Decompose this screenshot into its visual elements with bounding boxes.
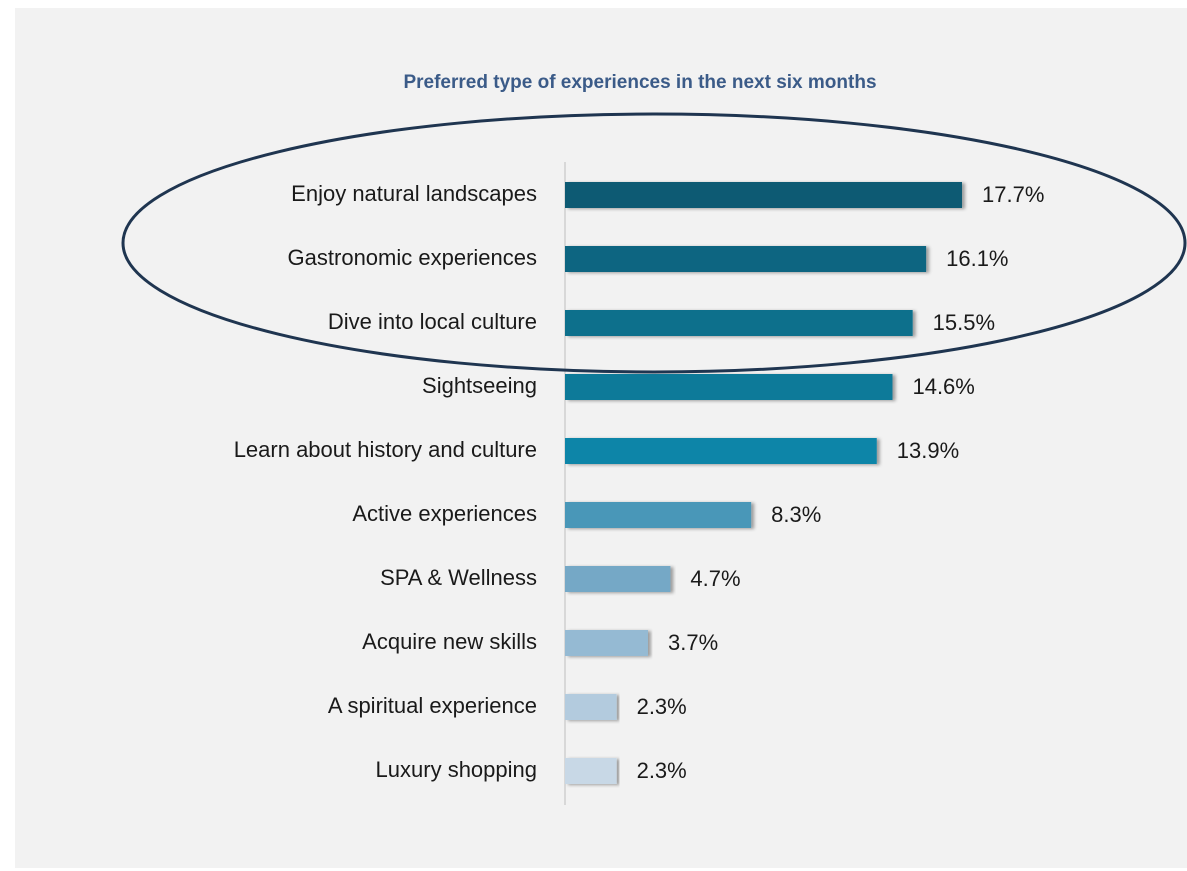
bar [565, 502, 752, 528]
category-label: Acquire new skills [362, 629, 537, 654]
value-label: 14.6% [912, 374, 974, 399]
bar [565, 758, 617, 784]
value-label: 2.3% [637, 694, 687, 719]
bar [565, 438, 877, 464]
category-label: Luxury shopping [376, 757, 537, 782]
bar [565, 694, 617, 720]
category-label: Enjoy natural landscapes [291, 181, 537, 206]
bar [565, 630, 648, 656]
bar [565, 566, 671, 592]
category-label: SPA & Wellness [380, 565, 537, 590]
category-label: Learn about history and culture [234, 437, 537, 462]
category-label: Active experiences [352, 501, 537, 526]
bar [565, 310, 913, 336]
value-label: 3.7% [668, 630, 718, 655]
value-label: 8.3% [771, 502, 821, 527]
bars: Enjoy natural landscapes 17.7% Gastronomic… [234, 181, 1044, 784]
value-label: 17.7% [982, 182, 1044, 207]
chart-title: Preferred type of experiences in the nex… [403, 72, 876, 93]
value-label: 4.7% [690, 566, 740, 591]
category-label: Sightseeing [422, 373, 537, 398]
value-label: 15.5% [933, 310, 995, 335]
category-label: A spiritual experience [328, 693, 537, 718]
bar [565, 182, 963, 208]
bar [565, 374, 893, 400]
value-label: 16.1% [946, 246, 1008, 271]
value-label: 2.3% [637, 758, 687, 783]
bar [565, 246, 927, 272]
highlight-ellipse [121, 112, 1187, 374]
value-label: 13.9% [897, 438, 959, 463]
category-label: Gastronomic experiences [288, 245, 537, 270]
category-label: Dive into local culture [328, 309, 537, 334]
